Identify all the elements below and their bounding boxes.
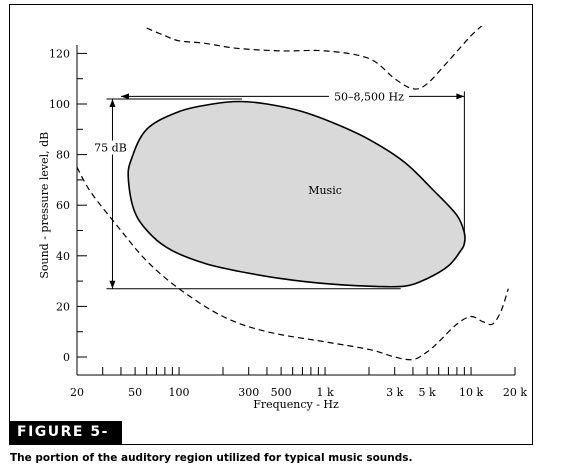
y-tick-label: 60 (56, 199, 70, 212)
x-tick-label: 1 k (316, 386, 333, 399)
y-tick-label: 80 (56, 149, 70, 162)
threshold-of-feeling-curve (146, 26, 483, 90)
dynamic-range-label: 75 dB (94, 142, 127, 155)
y-tick-label: 40 (56, 250, 70, 263)
x-axis-label: Frequency - Hz (253, 398, 339, 411)
x-tick-label: 50 (128, 386, 142, 399)
frequency-range-label: 50–8,500 Hz (334, 90, 404, 103)
figure-label: FIGURE 5-14 (10, 421, 122, 463)
x-tick-label: 20 (70, 386, 84, 399)
threshold-of-hearing-curve (77, 167, 509, 361)
y-tick-label: 100 (49, 98, 70, 111)
arrowhead-right (456, 93, 465, 100)
y-tick-label: 0 (63, 351, 70, 364)
y-tick-label: 120 (49, 47, 70, 60)
x-tick-label: 500 (271, 386, 292, 399)
y-tick-label: 20 (56, 300, 70, 313)
x-tick-label: 5 k (419, 386, 436, 399)
plot-area: Music 50–8,500 Hz 75 dB (77, 26, 509, 361)
arrowhead-left (120, 93, 129, 100)
x-tick-label: 10 k (459, 386, 483, 399)
x-tick-label: 300 (238, 386, 259, 399)
x-tick-label: 3 k (386, 386, 403, 399)
y-axis-label: Sound - pressure level, dB (38, 132, 51, 279)
figure-caption: The portion of the auditory region utili… (10, 452, 413, 464)
arrowhead-bottom (109, 280, 116, 289)
music-region (127, 100, 466, 288)
x-tick-label: 100 (169, 386, 190, 399)
arrowhead-top (109, 98, 116, 107)
x-tick-label: 20 k (503, 386, 527, 399)
y-axis: 0 20 40 60 80 100 120 (49, 45, 87, 375)
x-axis: 20 50 100 300 500 1 k 3 k 5 k 10 k 20 k (70, 367, 527, 399)
music-label: Music (308, 184, 342, 197)
